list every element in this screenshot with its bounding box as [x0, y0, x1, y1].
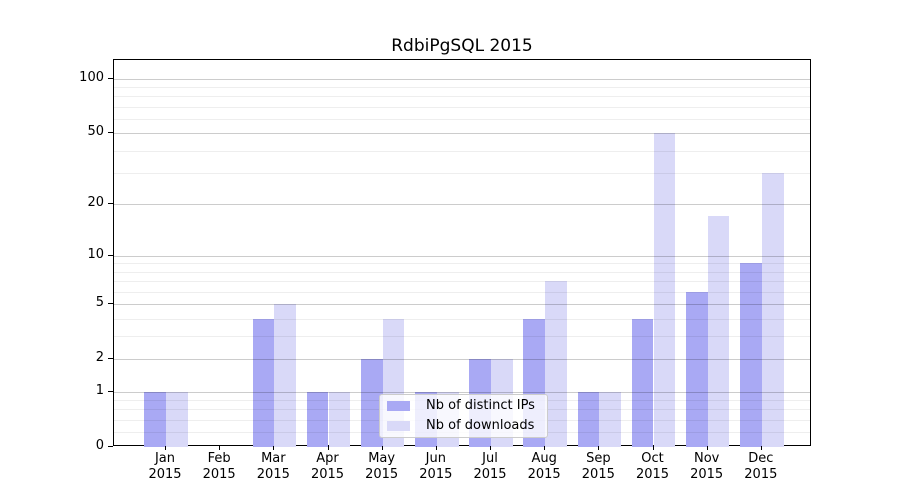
gridline-minor	[114, 96, 810, 98]
bar-downloads-nov	[707, 216, 730, 447]
y-tick-mark	[108, 203, 113, 205]
y-tick-label: 50	[87, 124, 104, 140]
bar-distinct-ips-may	[360, 359, 383, 447]
x-tick-label: Mar 2015	[256, 451, 290, 482]
bar-downloads-apr	[328, 391, 351, 447]
x-tick-mark	[219, 446, 221, 450]
legend-label-distinct-ips: Nb of distinct IPs	[426, 398, 535, 413]
y-tick-label: 20	[87, 195, 104, 211]
gridline-major	[114, 78, 810, 80]
y-tick-mark	[108, 358, 113, 360]
x-tick-mark	[760, 446, 762, 450]
gridline-minor	[114, 271, 810, 273]
x-tick-label: Nov 2015	[690, 451, 724, 482]
gridline-major	[114, 133, 810, 135]
x-tick-label: Apr 2015	[310, 451, 345, 482]
y-tick-label: 1	[95, 382, 104, 398]
chart-title: RdbiPgSQL 2015	[391, 36, 533, 56]
y-tick-label: 5	[95, 295, 104, 311]
y-tick-mark	[108, 254, 113, 256]
x-tick-label: Feb 2015	[202, 451, 236, 482]
gridline-minor	[114, 281, 810, 283]
x-tick-mark	[544, 446, 546, 450]
y-tick-label: 0	[95, 438, 104, 453]
bar-downloads-aug	[545, 281, 567, 447]
x-tick-label: Aug 2015	[527, 451, 561, 482]
legend-swatch-distinct-ips	[387, 401, 410, 411]
x-tick-mark	[435, 446, 437, 450]
y-tick-label: 10	[87, 246, 104, 262]
bar-downloads-jan	[166, 391, 188, 447]
y-tick-label: 2	[95, 350, 104, 366]
gridline-minor	[114, 291, 810, 293]
gridline-minor	[114, 150, 810, 152]
bar-distinct-ips-sep	[577, 391, 600, 447]
x-tick-label: Oct 2015	[635, 451, 670, 482]
x-tick-mark	[381, 446, 383, 450]
y-tick-mark	[108, 446, 113, 447]
x-tick-label: Dec 2015	[744, 451, 778, 482]
y-tick-mark	[108, 132, 113, 134]
gridline-minor	[114, 106, 810, 108]
bar-downloads-mar	[274, 304, 297, 447]
gridline-minor	[114, 87, 810, 89]
bar-distinct-ips-apr	[306, 391, 329, 447]
bar-downloads-oct	[653, 133, 676, 447]
legend-item-downloads: Nb of downloads	[380, 416, 547, 436]
gridline-major	[114, 204, 810, 206]
x-tick-mark	[652, 446, 654, 450]
gridline-minor	[114, 118, 810, 120]
gridline-minor	[114, 263, 810, 265]
legend-label-downloads: Nb of downloads	[426, 418, 535, 433]
x-tick-label: Jul 2015	[473, 451, 507, 482]
x-tick-label: Jan 2015	[148, 451, 182, 482]
legend: Nb of distinct IPs Nb of downloads	[379, 394, 548, 438]
plot-area: Nb of distinct IPs Nb of downloads	[113, 59, 811, 447]
gridline-minor	[114, 172, 810, 174]
bar-distinct-ips-dec	[740, 263, 762, 447]
gridline-major	[114, 359, 810, 361]
gridline-minor	[114, 336, 810, 338]
x-tick-label: Sep 2015	[581, 451, 615, 482]
x-tick-mark	[598, 446, 600, 450]
gridline-major	[114, 304, 810, 306]
x-tick-mark	[273, 446, 275, 450]
gridline-major	[114, 391, 810, 393]
bar-distinct-ips-nov	[685, 291, 708, 447]
legend-item-distinct-ips: Nb of distinct IPs	[380, 396, 547, 416]
x-tick-mark	[165, 446, 166, 450]
y-tick-mark	[108, 390, 113, 392]
bar-downloads-sep	[599, 391, 622, 447]
bar-downloads-dec	[761, 172, 784, 447]
gridline-major	[114, 255, 810, 257]
y-tick-mark	[108, 77, 113, 79]
y-tick-label: 100	[79, 69, 104, 85]
x-tick-label: May 2015	[365, 451, 399, 482]
bar-distinct-ips-jan	[144, 391, 166, 447]
x-tick-mark	[490, 446, 491, 450]
bar-distinct-ips-mar	[252, 318, 275, 447]
x-tick-label: Jun 2015	[419, 451, 453, 482]
gridline-minor	[114, 318, 810, 320]
bar-distinct-ips-oct	[631, 318, 654, 447]
x-tick-mark	[706, 446, 708, 450]
y-tick-mark	[108, 303, 113, 305]
x-tick-mark	[327, 446, 329, 450]
legend-swatch-downloads	[387, 421, 410, 431]
